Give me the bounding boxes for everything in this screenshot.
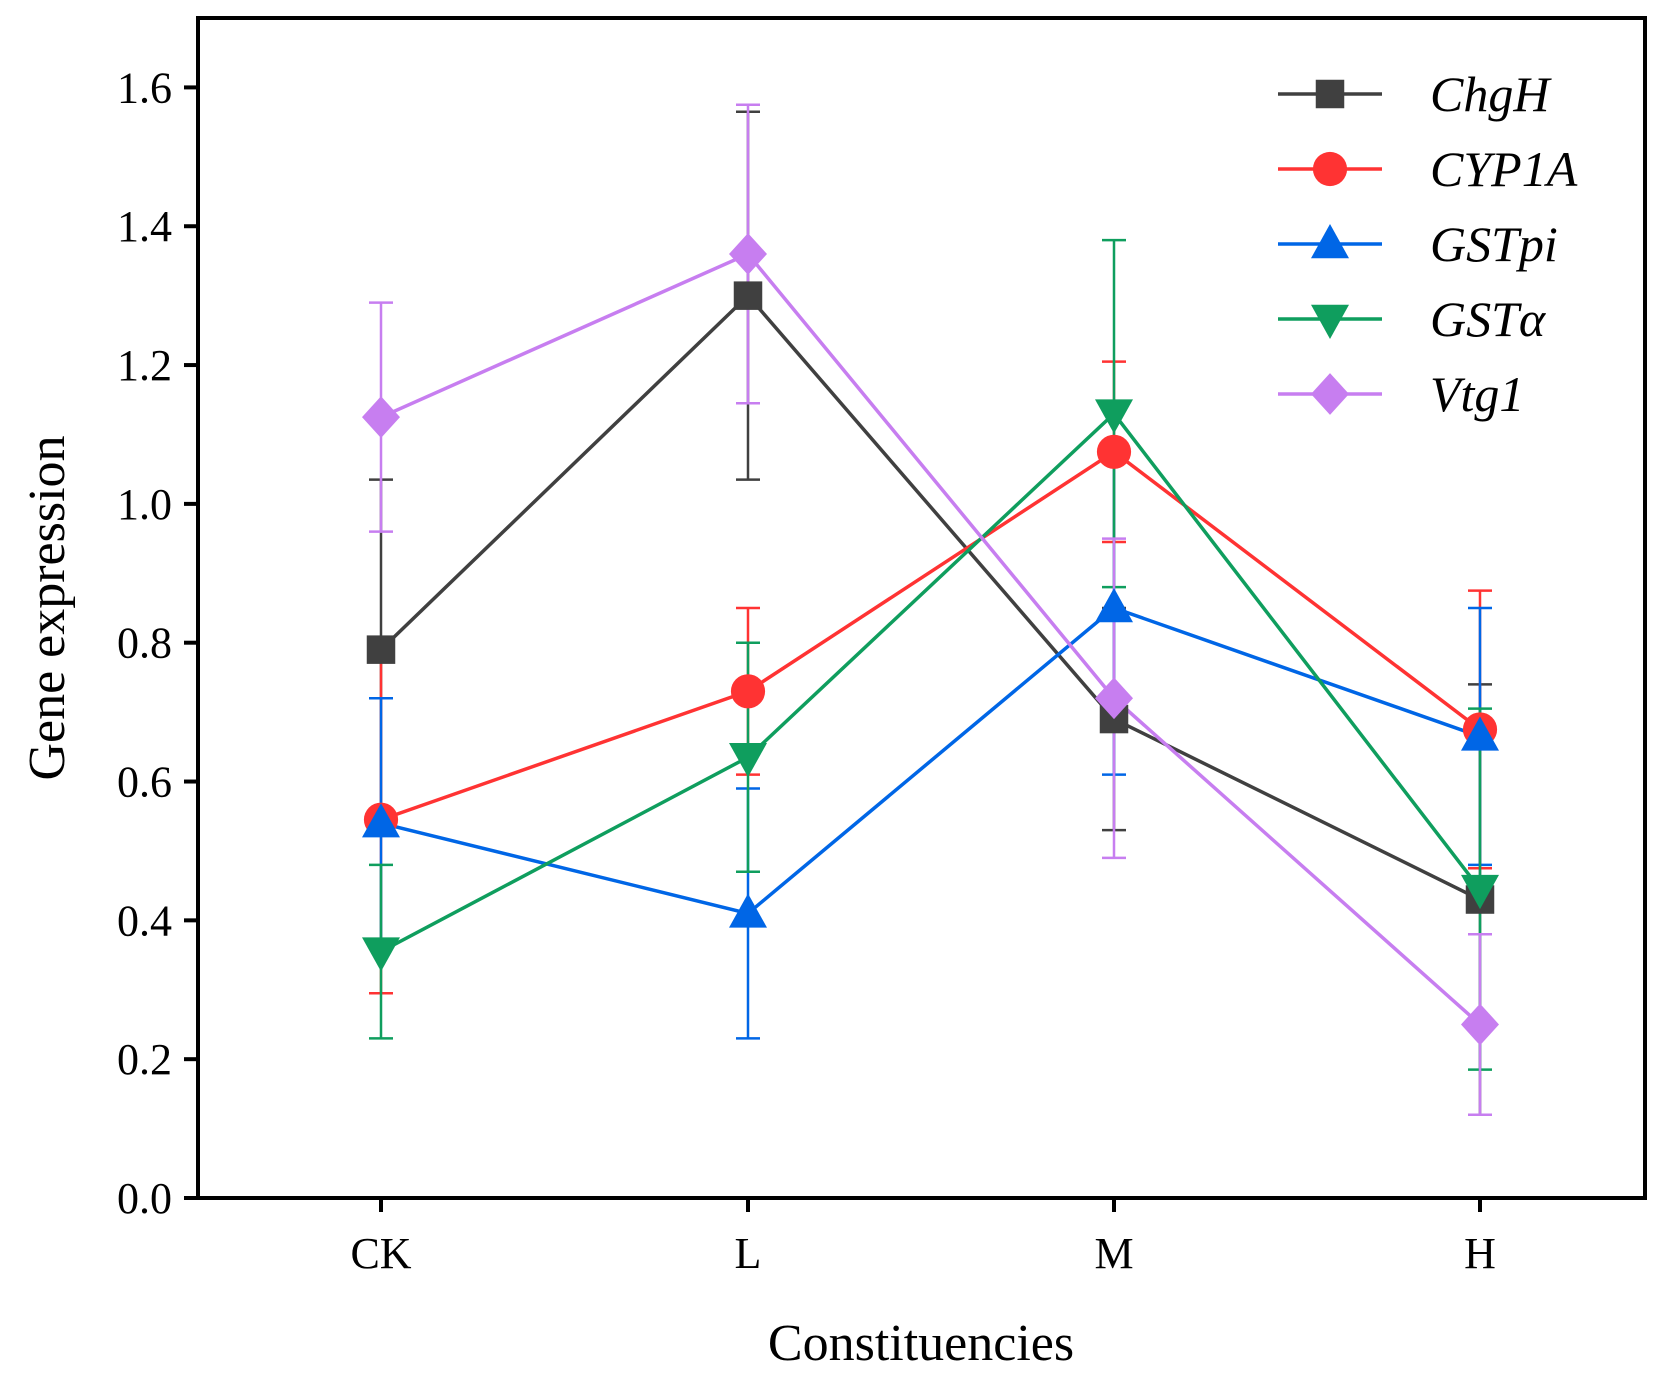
- series-line-gstpi: [380, 606, 1481, 916]
- y-tick-label: 0.8: [117, 619, 172, 668]
- data-point-gstpi: [1095, 588, 1133, 623]
- data-point-gstpi: [729, 893, 767, 928]
- y-tick-label: 1.0: [117, 480, 172, 529]
- legend-marker-cyp1a: [1312, 151, 1348, 187]
- x-tick-label: M: [1094, 1229, 1133, 1278]
- legend-label-vtg1: Vtg1: [1430, 366, 1524, 422]
- data-point-vtg1: [1461, 1003, 1499, 1046]
- y-tick-label: 1.2: [117, 341, 172, 390]
- legend-marker-gstpi: [1311, 224, 1349, 259]
- data-point-gstpi: [362, 803, 400, 838]
- legend-label-gst-: GSTα: [1430, 291, 1547, 347]
- data-point-vtg1: [1095, 677, 1133, 720]
- data-point-gstpi: [1461, 716, 1499, 751]
- data-point-chgh: [733, 281, 763, 310]
- data-point-vtg1: [362, 396, 400, 439]
- legend-label-cyp1a: CYP1A: [1430, 141, 1578, 197]
- y-tick-label: 0.4: [117, 896, 172, 945]
- series-line-vtg1: [380, 251, 1482, 1026]
- x-tick-label: CK: [350, 1229, 411, 1278]
- data-point-gst-: [362, 937, 400, 972]
- y-tick-label: 0.0: [117, 1174, 172, 1223]
- plot-frame: [196, 16, 1647, 1200]
- data-point-cyp1a: [1096, 434, 1132, 469]
- y-tick-label: 1.6: [117, 63, 172, 112]
- data-point-cyp1a: [730, 674, 766, 709]
- legend-marker-chgh: [1315, 79, 1345, 109]
- data-point-vtg1: [729, 233, 767, 275]
- data-point-chgh: [366, 635, 396, 664]
- series-line-chgh: [379, 293, 1481, 902]
- data-point-gst-: [1461, 874, 1499, 910]
- x-tick-label: H: [1464, 1229, 1496, 1278]
- axes: 0.0 0.2 0.4 0.6 0.8 1.0 1.2 1.4 1.6 CK L M H: [117, 63, 1496, 1278]
- series-lines: [379, 251, 1482, 1026]
- x-axis-title: Constituencies: [768, 1315, 1074, 1372]
- y-tick-label: 0.2: [117, 1035, 172, 1084]
- series-line-gst-: [380, 411, 1482, 954]
- legend: ChgH CYP1A GSTpi GSTα Vtg1: [1278, 66, 1578, 422]
- legend-marker-gst-: [1311, 304, 1349, 339]
- legend-label-gstpi: GSTpi: [1430, 216, 1558, 272]
- y-tick-label: 1.4: [117, 202, 172, 251]
- legend-marker-vtg1: [1311, 373, 1349, 415]
- data-point-gst-: [729, 742, 767, 778]
- x-tick-label: L: [735, 1229, 762, 1278]
- series-line-cyp1a: [380, 449, 1482, 822]
- series-markers: [362, 233, 1499, 1046]
- data-point-gst-: [1095, 399, 1133, 434]
- y-axis-title: Gene expression: [19, 435, 76, 780]
- y-tick-label: 0.6: [117, 758, 172, 807]
- legend-label-chgh: ChgH: [1430, 66, 1552, 122]
